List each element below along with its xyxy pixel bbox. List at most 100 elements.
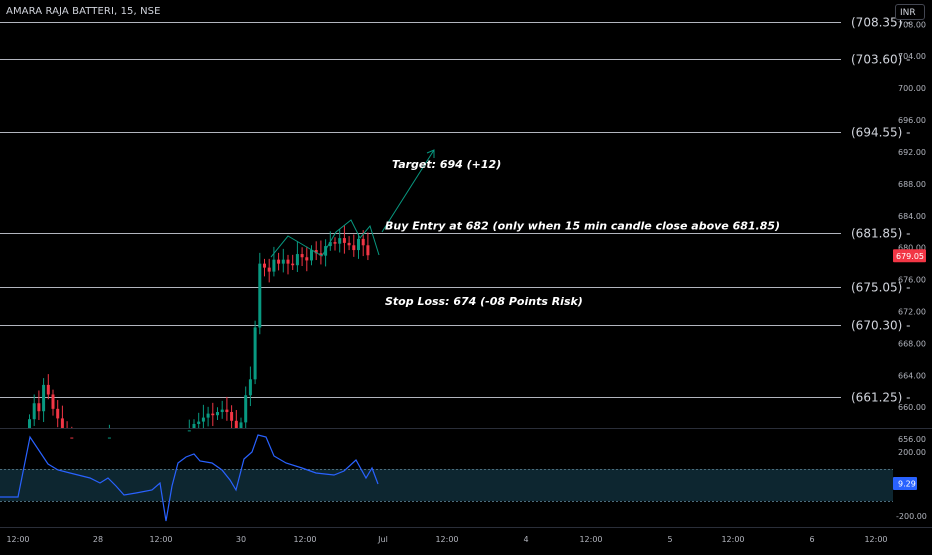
zigzag-pattern [270, 219, 380, 258]
candle-body [263, 263, 266, 268]
candle-body [366, 245, 370, 256]
candle-body [230, 412, 234, 421]
price-tick: 708.00 [898, 20, 926, 29]
annotation-text: Target: 694 (+12) [392, 158, 501, 171]
time-tick: Jul [377, 535, 388, 544]
candle-body [187, 430, 191, 432]
level-label: (675.05) - [851, 281, 911, 295]
candle-body [333, 242, 337, 244]
candle-body [216, 412, 219, 416]
candle-body [352, 245, 356, 251]
candle-body [234, 420, 238, 428]
horizontal-levels [0, 22, 841, 398]
candle-body [56, 408, 60, 419]
candle-body [244, 395, 248, 423]
candle-body [361, 238, 365, 246]
candle-body [51, 394, 55, 409]
time-tick: 12:00 [721, 535, 744, 544]
price-tick: 684.00 [898, 212, 926, 221]
candle-body [314, 250, 318, 254]
candle-body [295, 254, 299, 266]
candles [28, 225, 370, 439]
price-badges: (708.35) -(703.60) -(694.55) -(681.85) -… [851, 16, 926, 405]
price-tick: 688.00 [898, 180, 926, 189]
price-tick: 668.00 [898, 339, 926, 348]
time-tick: 12:00 [435, 535, 458, 544]
candle-body [253, 327, 257, 380]
time-tick: 12:00 [864, 535, 887, 544]
candle-body [277, 259, 281, 264]
time-tick: 12:00 [149, 535, 172, 544]
price-tick: 660.00 [898, 403, 926, 412]
candle-body [258, 263, 262, 328]
candle-body [300, 254, 304, 258]
candle-body [107, 437, 111, 439]
price-tick: 700.00 [898, 84, 926, 93]
candle-body [37, 403, 41, 412]
candle-body [70, 437, 74, 439]
time-tick: 12:00 [293, 535, 316, 544]
candle-body [225, 409, 229, 413]
candle-body [328, 242, 332, 247]
candle-body [42, 384, 46, 412]
annotation-text: Stop Loss: 674 (-08 Points Risk) [385, 295, 583, 308]
time-tick: 12:00 [579, 535, 602, 544]
candle-body [281, 259, 285, 264]
candle-body [192, 423, 196, 428]
time-tick: 4 [523, 535, 528, 544]
candle-body [46, 384, 50, 395]
target-arrowhead [426, 149, 435, 158]
annotation-text: Buy Entry at 682 (only when 15 min candl… [385, 219, 780, 232]
price-axis: 708.00 704.00 700.00 696.00 692.00 688.00 684.… [898, 20, 926, 444]
candle-body [239, 422, 243, 428]
candle-body [267, 267, 271, 272]
price-tick: 704.00 [898, 52, 926, 61]
candle-body [310, 250, 313, 261]
trade-drawing [270, 149, 435, 258]
target-arrow [381, 149, 435, 233]
last-price-badge [893, 249, 926, 263]
indicator-value-text: 9.29 [898, 480, 916, 489]
price-tick: 672.00 [898, 308, 926, 317]
indicator-value-badge [893, 477, 917, 490]
candle-body [305, 257, 309, 261]
currency-button[interactable]: INR [895, 4, 925, 20]
symbol-title: AMARA RAJA BATTERI, 15, NSE [6, 6, 161, 17]
candle-body [211, 413, 215, 416]
candle-body [357, 238, 360, 251]
candle-body [201, 417, 205, 422]
candle-body [32, 403, 36, 420]
price-tick: 676.00 [898, 276, 926, 285]
level-label: (703.60) - [851, 53, 911, 67]
time-tick: 12:00 [6, 535, 29, 544]
level-label: (681.85) - [851, 227, 911, 241]
price-tick: 680.00 [898, 244, 926, 253]
candle-body [248, 379, 252, 396]
candle-body [220, 409, 224, 413]
time-tick: 6 [809, 535, 814, 544]
candle-body [319, 253, 323, 256]
indicator-band [0, 469, 893, 501]
candle-body [286, 259, 290, 264]
candle-body [347, 242, 351, 246]
candle-body [338, 238, 342, 244]
candle-body [206, 413, 210, 418]
price-tick: 696.00 [898, 116, 926, 125]
level-label: (670.30) - [851, 319, 911, 333]
time-tick: 28 [93, 535, 103, 544]
indicator-pane: 200.00 -200.00 9.29 [0, 428, 932, 522]
candle-body [342, 238, 346, 243]
time-tick: 5 [667, 535, 672, 544]
indicator-tick: 200.00 [898, 448, 926, 457]
candle-body [291, 263, 295, 266]
indicator-line [0, 434, 379, 522]
last-price-text: 679.05 [896, 252, 924, 261]
time-axis: 12:00 28 12:00 30 12:00 Jul 12:00 4 12:00 5 12:00 6… [0, 527, 932, 544]
price-tick: 656.00 [898, 435, 926, 444]
candle-body [272, 259, 276, 272]
price-tick: 664.00 [898, 371, 926, 380]
candle-body [28, 419, 31, 428]
annotations: Target: 694 (+12) Buy Entry at 682 (only … [385, 158, 780, 308]
